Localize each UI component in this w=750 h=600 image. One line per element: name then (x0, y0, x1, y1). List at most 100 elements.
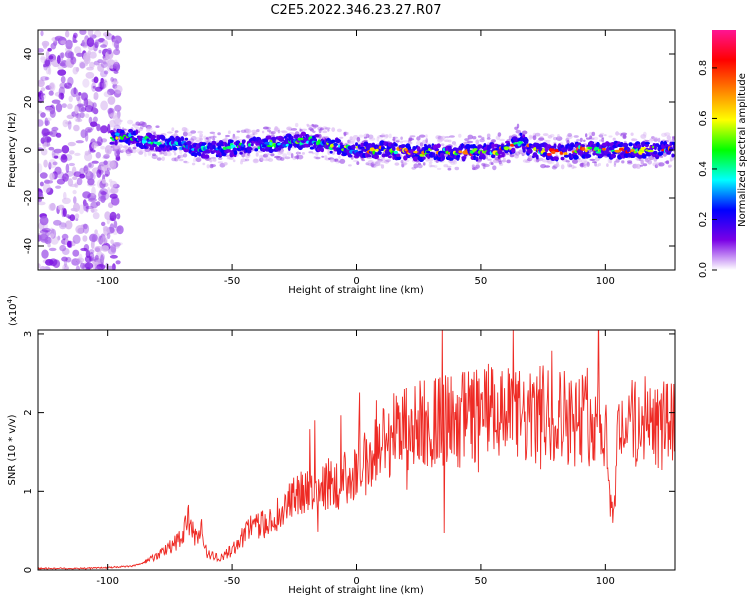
ridge-peak (257, 146, 261, 150)
ridge-halo (205, 137, 209, 140)
ridge-halo (658, 162, 665, 167)
ridge-peak (587, 146, 594, 150)
ridge-halo (514, 151, 521, 156)
ridge-halo (671, 135, 675, 139)
ridge-halo (112, 147, 117, 152)
noise-blob (84, 113, 90, 118)
ridge-peak (614, 149, 621, 153)
ridge-halo (555, 151, 558, 156)
ridge-halo (339, 158, 346, 164)
noise-blob (116, 110, 121, 119)
noise-blob (95, 151, 102, 159)
ridge-halo (506, 159, 511, 164)
ridge-halo (572, 159, 578, 164)
noise-blob (39, 172, 48, 179)
ridge-halo (518, 149, 523, 155)
noise-blob (44, 76, 50, 81)
ridge-halo (591, 131, 596, 137)
ridge-halo (270, 153, 275, 157)
ridge-halo (174, 152, 177, 156)
ridge-core (154, 139, 158, 142)
ridge-halo (178, 158, 184, 162)
noise-blob (60, 155, 68, 163)
ridge-halo (336, 128, 342, 133)
snr-y-multiplier: (x104) (6, 295, 19, 326)
noise-blob (60, 222, 67, 228)
noise-blob (112, 64, 119, 69)
ridge-halo (123, 128, 127, 131)
ridge-halo (491, 139, 496, 143)
ridge-halo (171, 127, 175, 132)
ridge-halo (363, 136, 367, 139)
colorbar-tick-label: 0.6 (698, 110, 709, 126)
ridge-core (114, 140, 118, 146)
ridge-halo (464, 138, 470, 142)
ridge-halo (392, 136, 399, 139)
ridge-core (427, 144, 432, 149)
noise-blob (93, 60, 100, 66)
ridge-halo (657, 137, 661, 143)
ridge-core (296, 134, 300, 137)
noise-blob (98, 81, 106, 90)
noise-blob (106, 232, 111, 240)
noise-blob (66, 240, 72, 248)
ridge-core (392, 146, 396, 151)
ridge-halo (301, 128, 308, 131)
ridge-core (300, 131, 307, 137)
ridge-core (347, 154, 353, 158)
ridge-halo (586, 137, 591, 140)
ridge-halo (635, 163, 641, 169)
noise-blob (90, 240, 95, 250)
ridge-halo (556, 161, 559, 166)
ridge-core (610, 153, 617, 159)
chart-title: C2E5.2022.346.23.27.R07 (270, 3, 441, 18)
noise-blob (61, 256, 68, 262)
noise-blob (100, 145, 106, 150)
ridge-core (250, 143, 254, 147)
noise-blob (94, 86, 103, 92)
noise-blob (92, 85, 96, 89)
noise-blob (72, 189, 77, 195)
noise-blob (96, 38, 102, 44)
ridge-core (491, 143, 495, 149)
ridge-core (149, 146, 155, 151)
x-tick-label: 0 (353, 276, 359, 287)
noise-blob (82, 191, 91, 199)
ridge-halo (422, 139, 428, 144)
ridge-halo (126, 151, 132, 157)
noise-blob (115, 242, 123, 246)
x-tick-label: 50 (475, 576, 488, 587)
noise-blob (79, 112, 85, 119)
ridge-halo (145, 124, 152, 129)
ridge-halo (549, 133, 555, 138)
ridge-halo (118, 144, 123, 149)
ridge-halo (322, 130, 328, 134)
ridge-halo (321, 155, 325, 158)
ridge-core (198, 152, 202, 157)
ridge-halo (277, 129, 281, 134)
noise-blob (100, 125, 108, 134)
ridge-halo (227, 130, 231, 134)
ridge-halo (335, 160, 340, 164)
ridge-halo (613, 160, 617, 165)
noise-blob (68, 95, 73, 103)
noise-blob (48, 247, 57, 252)
ridge-halo (240, 158, 247, 162)
ridge-core (135, 129, 139, 135)
noise-blob (58, 92, 65, 100)
ridge-core (425, 150, 431, 154)
ridge-halo (132, 146, 137, 150)
noise-blob (89, 51, 97, 59)
ridge-halo (218, 157, 223, 160)
noise-blob (82, 235, 88, 242)
ridge-halo (394, 162, 400, 166)
ridge-halo (403, 162, 407, 166)
ridge-halo (202, 162, 206, 166)
noise-blob (65, 39, 73, 50)
ridge-halo (577, 159, 582, 163)
ridge-core (432, 152, 436, 157)
spectrogram-axes: -100 -50 0 50 100 40 20 0 -20 -40 (23, 30, 675, 287)
ridge-core (522, 148, 526, 153)
ridge-peak (317, 139, 321, 144)
